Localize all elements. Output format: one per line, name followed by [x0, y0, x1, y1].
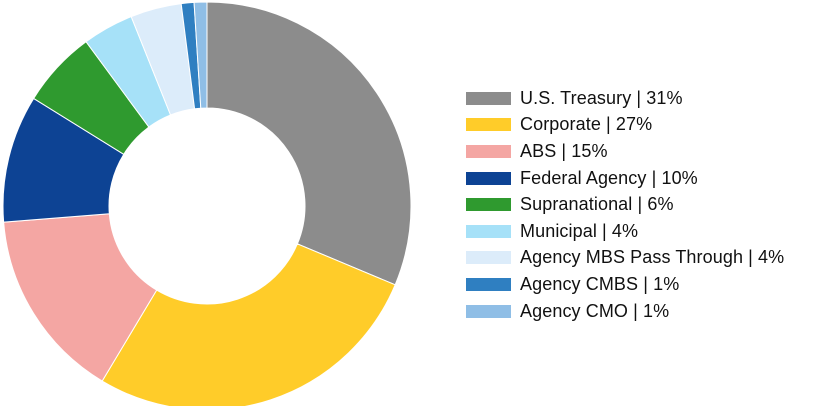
legend-item-5: Municipal | 4%: [466, 218, 826, 245]
legend-item-4: Supranational | 6%: [466, 191, 826, 218]
legend-item-7: Agency CMBS | 1%: [466, 271, 826, 298]
legend-swatch-4: [466, 198, 511, 212]
legend-swatch-6: [466, 251, 511, 265]
legend-label-2: ABS | 15%: [520, 140, 608, 161]
legend-item-0: U.S. Treasury | 31%: [466, 85, 826, 112]
legend-label-0: U.S. Treasury | 31%: [520, 87, 683, 108]
legend-label-6: Agency MBS Pass Through | 4%: [520, 247, 785, 268]
legend-label-1: Corporate | 27%: [520, 114, 653, 135]
legend-item-2: ABS | 15%: [466, 138, 826, 165]
donut-slice-0: [206, 1, 412, 286]
donut-slice-8: [193, 1, 208, 109]
donut-slice-2: [3, 213, 158, 382]
legend-label-7: Agency CMBS | 1%: [520, 273, 680, 294]
legend-swatch-3: [466, 171, 511, 185]
legend-swatch-1: [466, 118, 511, 132]
chart-legend: U.S. Treasury | 31% Corporate | 27% ABS | …: [466, 85, 826, 324]
legend-swatch-2: [466, 144, 511, 158]
legend-item-1: Corporate | 27%: [466, 112, 826, 139]
legend-item-3: Federal Agency | 10%: [466, 165, 826, 192]
legend-swatch-5: [466, 224, 511, 238]
legend-label-4: Supranational | 6%: [520, 194, 674, 215]
legend-swatch-8: [466, 304, 511, 318]
legend-item-8: Agency CMO | 1%: [466, 298, 826, 325]
legend-label-3: Federal Agency | 10%: [520, 167, 698, 188]
legend-swatch-0: [466, 91, 511, 105]
legend-label-5: Municipal | 4%: [520, 220, 639, 241]
legend-item-6: Agency MBS Pass Through | 4%: [466, 245, 826, 272]
legend-swatch-7: [466, 277, 511, 291]
legend-label-8: Agency CMO | 1%: [520, 300, 670, 321]
donut-slice-1: [101, 243, 396, 406]
donut-chart: [2, 1, 412, 406]
